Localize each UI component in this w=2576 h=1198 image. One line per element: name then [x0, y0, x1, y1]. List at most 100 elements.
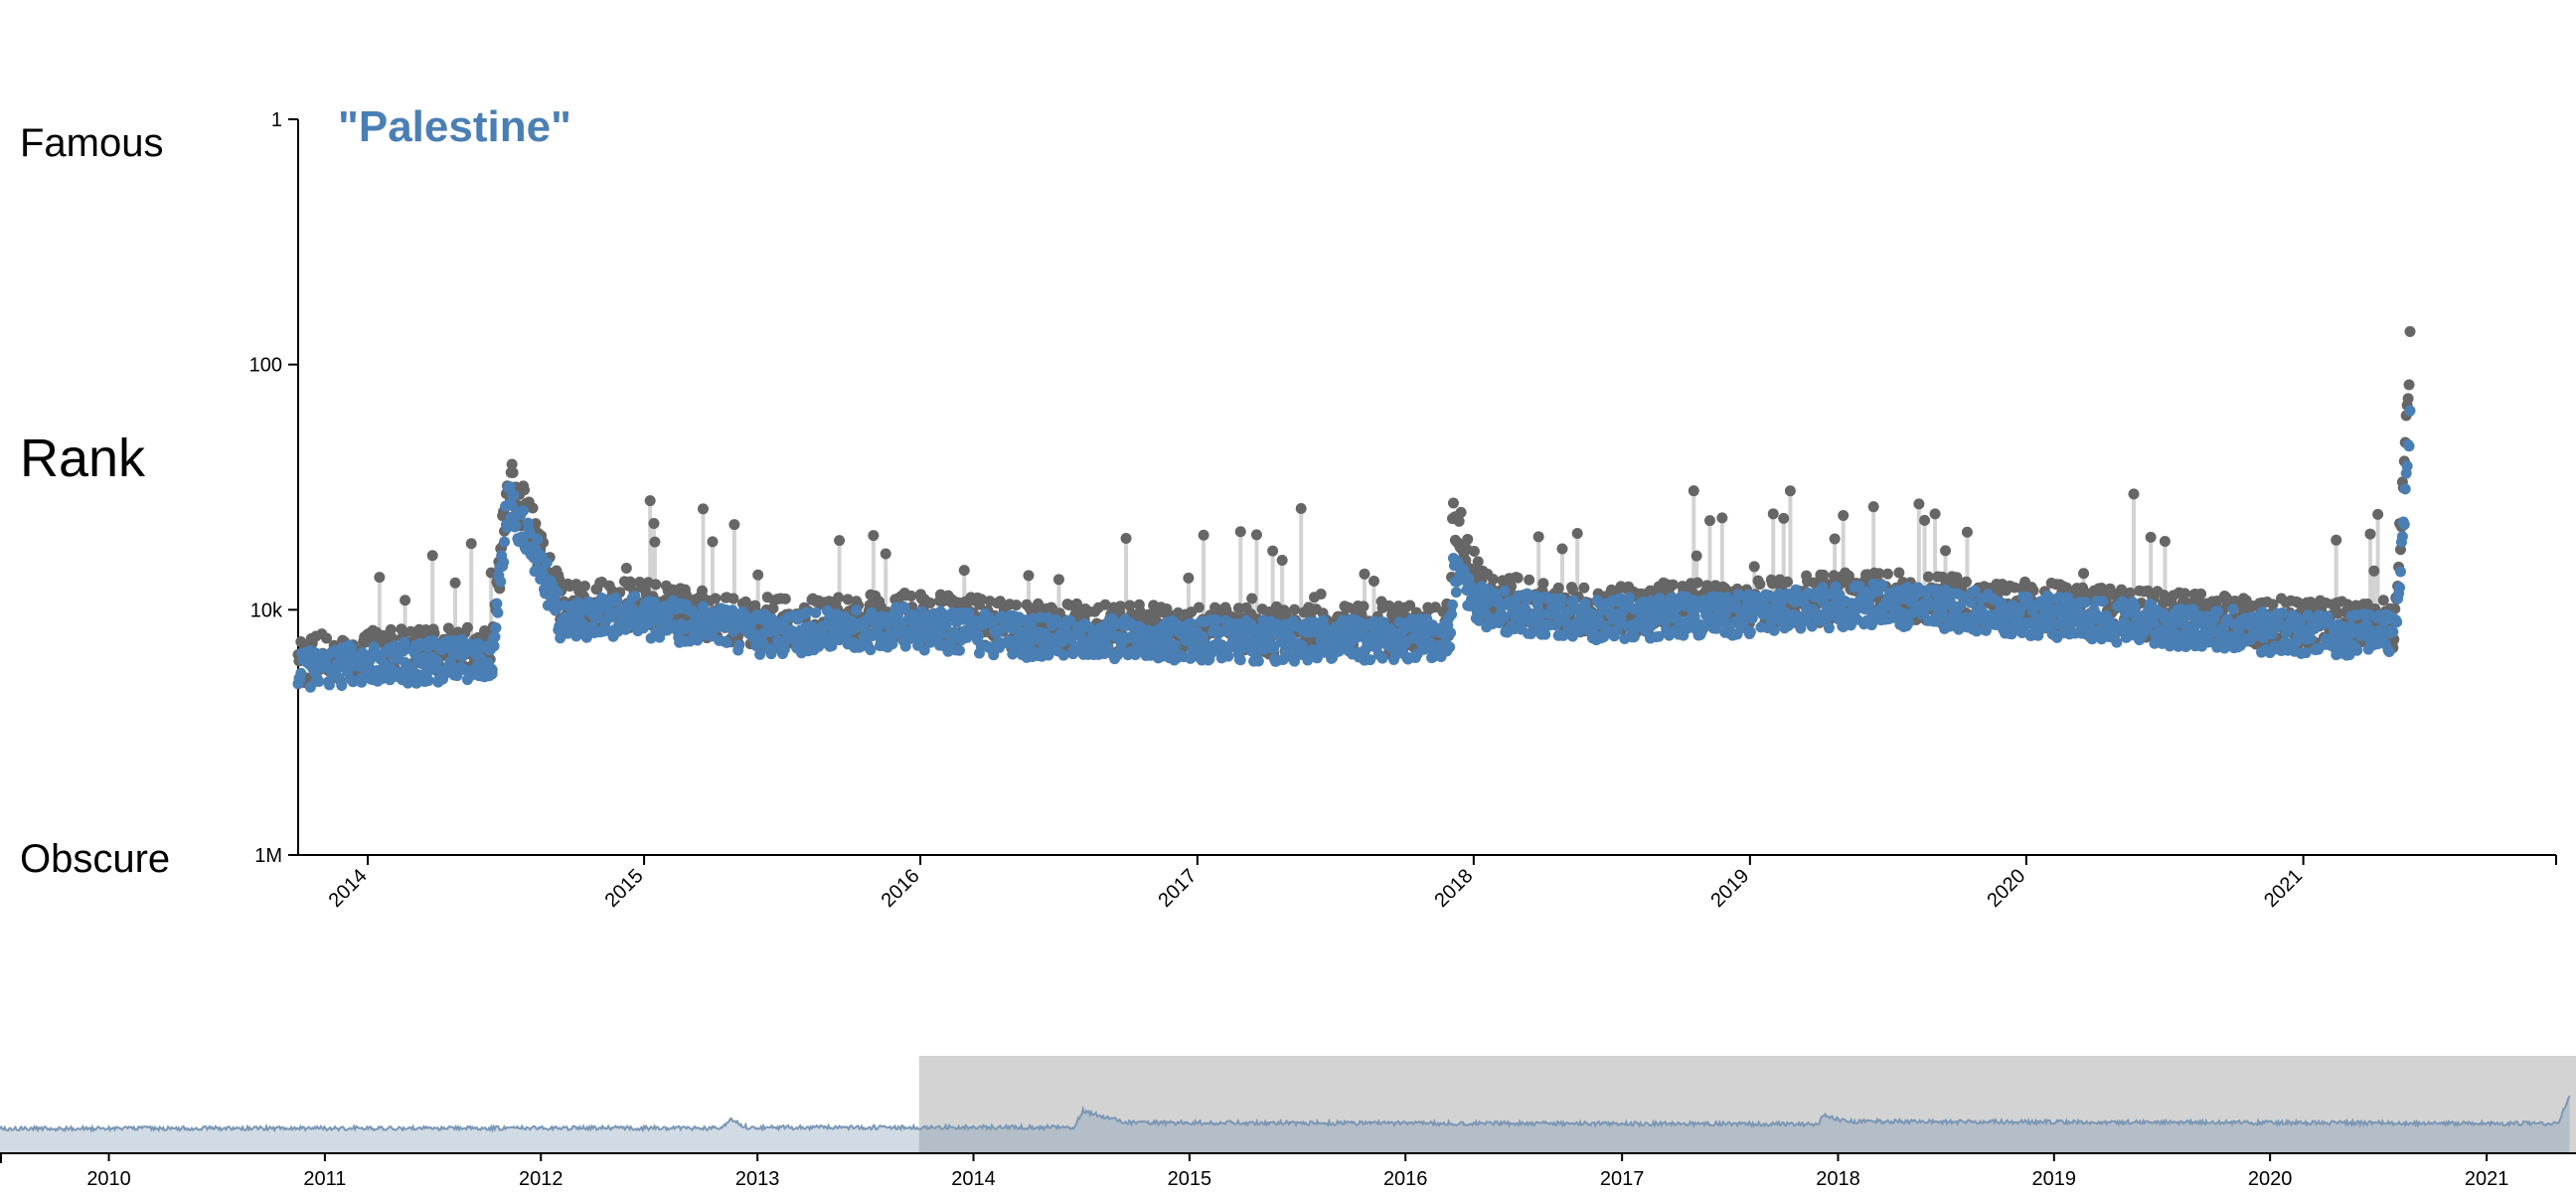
- data-point: [728, 519, 740, 531]
- data-point: [625, 578, 637, 590]
- data-point: [1961, 526, 1973, 538]
- data-point: [1011, 599, 1023, 611]
- data-point: [518, 505, 530, 517]
- data-point: [721, 636, 732, 648]
- data-point: [374, 572, 386, 584]
- overview-area: [0, 1096, 2570, 1153]
- overview-x-tick-label: 2010: [86, 1168, 131, 1190]
- data-point: [491, 598, 503, 609]
- overview-x-tick-label: 2021: [2465, 1168, 2509, 1190]
- data-point: [524, 527, 536, 539]
- data-point: [1453, 515, 1465, 527]
- data-point: [697, 503, 709, 515]
- overview-line: [0, 1095, 2571, 1133]
- data-point: [527, 502, 539, 514]
- data-point: [1209, 614, 1221, 626]
- data-point: [1512, 572, 1524, 584]
- data-point: [321, 632, 333, 644]
- data-point: [407, 667, 419, 679]
- data-point: [2221, 613, 2233, 625]
- data-point: [1114, 600, 1126, 612]
- data-point: [488, 640, 500, 652]
- data-point: [905, 590, 917, 601]
- data-point: [2364, 528, 2376, 540]
- data-point: [1748, 561, 1760, 573]
- data-point: [426, 550, 438, 562]
- data-point: [1222, 650, 1234, 662]
- data-point: [1876, 580, 1888, 592]
- data-point: [752, 569, 764, 581]
- data-point: [935, 627, 947, 639]
- data-point: [1450, 587, 1462, 599]
- overview-x-tick-label: 2016: [1383, 1168, 1428, 1190]
- data-point: [1120, 533, 1132, 545]
- data-point: [1252, 655, 1264, 667]
- data-point: [1007, 648, 1019, 660]
- data-point: [1124, 599, 1136, 611]
- data-point: [1867, 501, 1879, 513]
- data-point: [1710, 622, 1722, 634]
- data-point: [1447, 599, 1459, 610]
- data-point: [506, 500, 518, 512]
- data-point: [336, 680, 348, 692]
- data-point: [357, 647, 369, 659]
- data-point: [2212, 605, 2224, 617]
- data-point: [295, 667, 307, 679]
- data-point: [2387, 626, 2399, 638]
- data-point: [842, 594, 854, 605]
- data-point: [2396, 531, 2408, 543]
- data-point: [831, 608, 843, 620]
- data-point: [1957, 591, 1969, 602]
- data-point: [431, 655, 443, 667]
- overview-x-tick-label: 2011: [303, 1168, 346, 1190]
- data-point: [1539, 628, 1551, 640]
- data-point: [2372, 508, 2384, 520]
- data-point: [2402, 393, 2414, 405]
- data-point: [2399, 483, 2411, 495]
- data-point: [2158, 590, 2170, 601]
- data-point: [1520, 602, 1531, 614]
- data-point: [779, 593, 791, 604]
- data-point: [2331, 534, 2342, 546]
- data-point: [924, 598, 936, 609]
- data-point: [1654, 593, 1666, 604]
- data-point: [1444, 641, 1456, 653]
- data-point: [754, 648, 766, 660]
- data-point: [1524, 574, 1535, 586]
- data-point: [1420, 628, 1432, 640]
- data-point: [2124, 587, 2136, 599]
- data-point: [727, 625, 739, 637]
- data-point: [1893, 567, 1905, 579]
- data-point: [1688, 485, 1699, 497]
- data-point: [1624, 592, 1636, 603]
- data-point: [2178, 588, 2190, 599]
- data-point: [2170, 627, 2181, 639]
- data-point: [1571, 527, 1583, 539]
- data-point: [396, 623, 407, 635]
- data-point: [953, 644, 965, 656]
- data-point: [596, 592, 608, 603]
- data-point: [772, 634, 784, 646]
- data-point: [1472, 556, 1484, 568]
- data-point: [1940, 545, 1952, 557]
- data-point: [1782, 576, 1794, 588]
- data-point: [1703, 515, 1715, 527]
- data-point: [1922, 571, 1934, 583]
- overview-chart[interactable]: 2010 2011 2012 2013 2014 2015 2016 2017 2018 2019…: [0, 1056, 2576, 1190]
- data-point: [1563, 605, 1575, 617]
- data-point: [1445, 627, 1457, 639]
- data-point: [323, 679, 335, 691]
- overview-x-tick-label: 2018: [1816, 1168, 1860, 1190]
- data-point: [1960, 576, 1972, 588]
- data-point: [707, 536, 719, 548]
- data-point: [644, 495, 656, 507]
- data-point: [1447, 497, 1459, 509]
- data-point: [2195, 588, 2207, 599]
- primary-points: [292, 405, 2416, 693]
- data-point: [2295, 615, 2307, 627]
- data-point: [2086, 633, 2098, 645]
- data-point: [1282, 643, 1294, 655]
